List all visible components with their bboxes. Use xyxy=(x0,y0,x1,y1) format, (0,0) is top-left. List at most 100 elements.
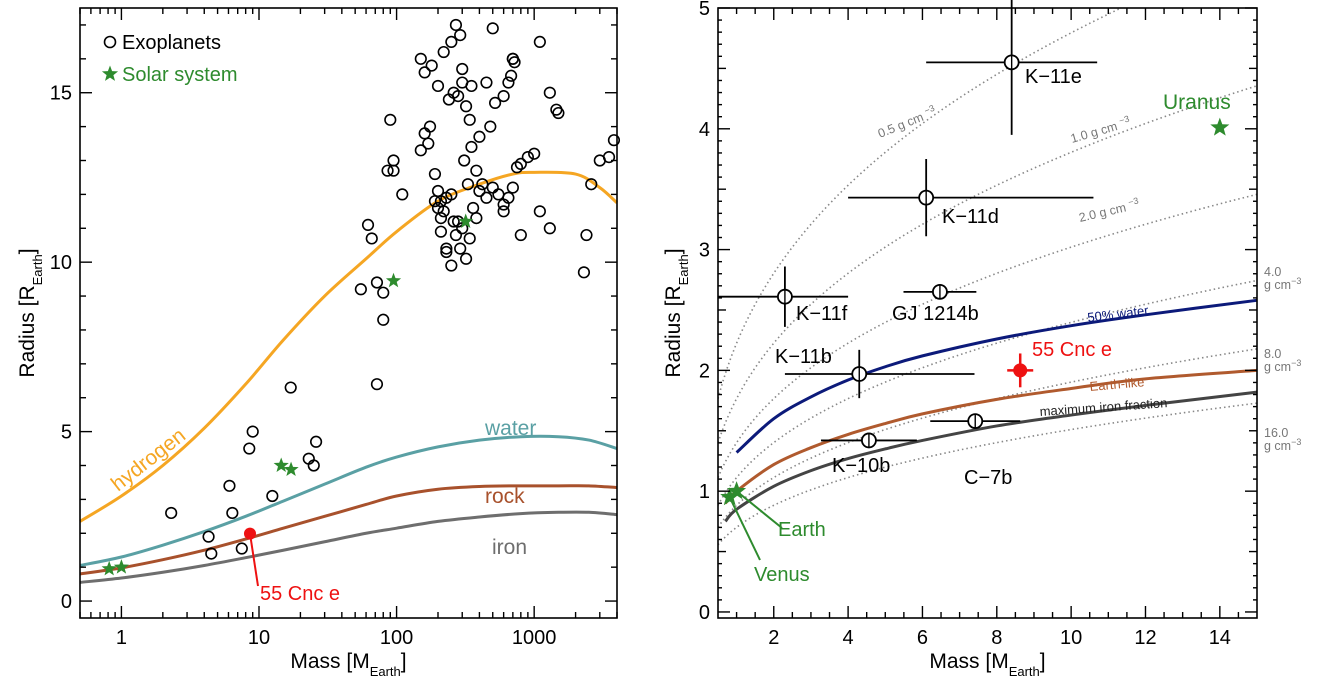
density-label-1.0: 1.0 g cm −3 xyxy=(1068,114,1132,146)
curve-hydrogen xyxy=(79,170,619,523)
model-curve-water50 xyxy=(735,298,1258,454)
density-curve xyxy=(718,279,1257,506)
density-label-1.0-text: 1.0 g cm −3 xyxy=(1068,114,1132,146)
exoplanet-point xyxy=(440,242,453,255)
exoplanet-point xyxy=(437,45,450,59)
x-tick-label: 100 xyxy=(380,627,413,649)
curve-label-hydrogen: hydrogen xyxy=(107,424,190,496)
density-label-0.5-text: 0.5 g cm −3 xyxy=(875,103,938,141)
venus-pointer-line xyxy=(728,496,761,561)
exoplanet-point xyxy=(307,459,320,472)
x-tick-label: 8 xyxy=(991,627,1002,649)
exoplanet-point xyxy=(480,191,493,204)
exoplanet-point xyxy=(202,530,215,543)
exoplanet-point xyxy=(580,228,593,242)
y-tick-label: 1 xyxy=(699,481,710,503)
solar-system-star xyxy=(113,559,130,574)
y-tick-label: 15 xyxy=(50,83,72,105)
legend-label-solar-system: Solar system xyxy=(122,64,238,86)
left-panel-mass-radius-log: 1 10 100 1000 0 5 10 15 Mass [MEarth] Radius [REa… xyxy=(16,7,621,679)
density-curve xyxy=(718,85,1257,443)
exoplanet-point xyxy=(384,113,397,126)
exoplanet-point xyxy=(486,22,499,35)
exoplanet-point xyxy=(456,62,469,76)
y-tick-label: 10 xyxy=(50,252,72,274)
exoplanet-point xyxy=(505,69,518,82)
exoplanet-point xyxy=(465,140,478,154)
exoplanet-point xyxy=(418,66,431,79)
cnc-55e-point xyxy=(1013,363,1028,378)
exoplanet-point xyxy=(506,181,519,194)
density-curve xyxy=(718,402,1257,546)
exoplanet-point xyxy=(480,76,493,89)
exoplanet-point xyxy=(533,205,546,218)
density-label-4.0-unit: g cm−3 xyxy=(1264,276,1301,292)
density-label-2.0: 2.0 g cm −3 xyxy=(1078,195,1140,224)
planet-label: K−11e xyxy=(1025,66,1082,88)
exoplanet-point xyxy=(452,90,465,103)
exoplanet-point xyxy=(476,178,489,191)
model-curve-maxiron xyxy=(724,390,1258,523)
exoplanet-point xyxy=(459,252,473,265)
exoplanet-point xyxy=(445,259,458,272)
exoplanet-point xyxy=(205,547,218,560)
exoplanet-point xyxy=(454,29,467,42)
exoplanet-point xyxy=(543,222,556,235)
curve-label-rock: rock xyxy=(485,485,525,508)
exoplanet-point xyxy=(470,164,483,177)
exoplanet-point xyxy=(440,245,453,259)
exoplanet-point xyxy=(226,506,239,520)
exoplanet-point xyxy=(470,212,483,225)
y-tick-label: 2 xyxy=(699,360,710,382)
exoplanet-point xyxy=(473,130,486,143)
legend: Exoplanets Solar system xyxy=(101,32,238,86)
exoplanet-point xyxy=(418,127,431,140)
density-label-4.0: 4.0g cm−3 xyxy=(1264,265,1301,292)
exoplanet-point xyxy=(514,228,527,242)
exoplanet-point xyxy=(414,52,427,65)
exoplanet-point xyxy=(459,100,473,113)
x-tick-label: 14 xyxy=(1209,627,1231,649)
cnc-pointer-line xyxy=(248,533,259,587)
density-curves xyxy=(718,8,1257,546)
model-curve-earthlike xyxy=(724,368,1258,505)
cnc-55e-label: 55 Cnc e xyxy=(1032,339,1112,361)
y-axis-label: Radius [REarth] xyxy=(662,248,691,377)
exoplanet-point xyxy=(377,286,390,299)
x-tick-label: 12 xyxy=(1134,627,1156,649)
solar-system-star xyxy=(273,457,289,472)
solar-star-venus xyxy=(720,487,740,506)
exoplanet-point xyxy=(387,154,400,167)
y-tick-label: 5 xyxy=(699,0,710,20)
exoplanet-point xyxy=(414,144,427,157)
exoplanet-point xyxy=(434,225,448,238)
density-label-8.0-unit: g cm−3 xyxy=(1264,358,1301,374)
exoplanet-point xyxy=(370,378,384,391)
curve-water xyxy=(79,434,618,567)
exoplanet-point xyxy=(492,188,505,201)
planet-label: C−7b xyxy=(964,467,1012,489)
exoplanet-point xyxy=(607,134,621,147)
solar-system-star xyxy=(101,560,117,576)
density-label-16.0: 16.0g cm−3 xyxy=(1264,426,1301,453)
density-label-16.0-text: 16.0 xyxy=(1264,426,1288,440)
x-tick-label: 2 xyxy=(768,627,779,649)
label-uranus: Uranus xyxy=(1163,91,1231,114)
curve-label-iron: iron xyxy=(492,536,527,559)
legend-marker-exoplanets xyxy=(103,35,117,49)
curve-rock xyxy=(79,484,618,576)
exoplanet-point xyxy=(309,435,323,448)
density-label-16.0-unit: g cm−3 xyxy=(1264,437,1301,453)
exoplanet-point xyxy=(428,167,442,181)
exoplanet-point xyxy=(235,542,248,555)
x-tick-label: 1000 xyxy=(512,627,557,649)
exoplanet-point xyxy=(577,266,591,279)
y-axis-label: Radius [REarth] xyxy=(16,248,45,377)
exoplanet-point xyxy=(458,154,471,167)
exoplanet-point xyxy=(381,164,394,177)
exoplanet-point xyxy=(447,215,460,228)
planet-label: GJ 1214b xyxy=(892,303,979,325)
exoplanet-point xyxy=(497,90,510,103)
exoplanet-point xyxy=(585,178,598,191)
exoplanet-point xyxy=(456,76,469,89)
